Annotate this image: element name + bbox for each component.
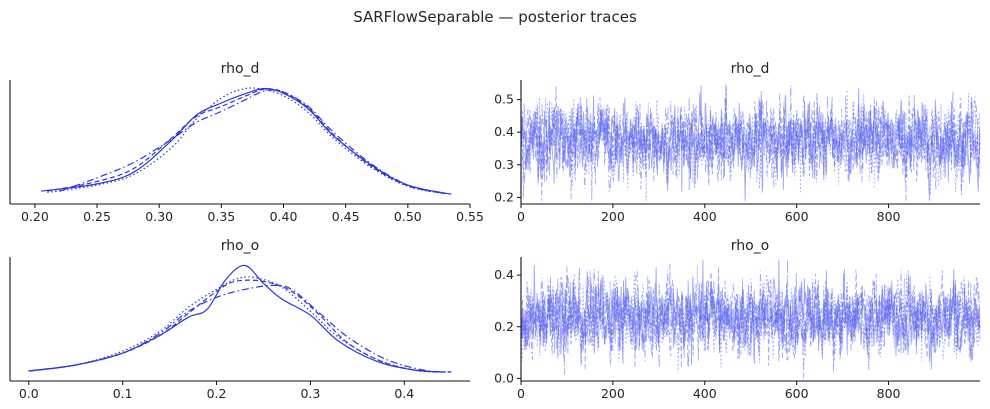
x-tick-label: 0	[517, 209, 525, 224]
panel-rho-d-density: rho_d 0.20 0.25 0.30 0.35 0.40 0.45 0.50 0.55	[9, 61, 484, 224]
density-line-chain-4	[47, 87, 446, 195]
x-tick-label: 0.2	[207, 386, 227, 401]
x-tick-label: 0.50	[394, 209, 422, 224]
x-tick-label: 0.25	[83, 209, 111, 224]
x-tick-label: 0.4	[394, 386, 414, 401]
x-tick-label: 0.45	[332, 209, 360, 224]
y-tick-label: 0.0	[494, 370, 514, 385]
x-tick-label: 0.3	[300, 386, 320, 401]
panel-title: rho_d	[731, 61, 770, 77]
panel-rho-o-density: rho_o 0.0 0.1 0.2 0.3 0.4	[9, 238, 470, 401]
y-tick-label: 0.4	[494, 124, 514, 139]
x-tick-label: 600	[785, 209, 809, 224]
x-tick-label: 200	[601, 386, 625, 401]
x-tick-label: 800	[877, 386, 901, 401]
panel-rho-d-trace: rho_d 0.2 0.3 0.4 0.5 0 200 400 600 800	[494, 61, 981, 224]
y-tick-label: 0.3	[494, 157, 514, 172]
x-tick-label: 0.0	[19, 386, 39, 401]
y-tick-label: 0.4	[494, 267, 514, 282]
density-line-chain-4	[28, 276, 442, 373]
density-line-chain-2	[47, 88, 446, 195]
figure-title: SARFlowSeparable — posterior traces	[353, 8, 637, 26]
x-tick-label: 800	[877, 209, 901, 224]
x-tick-label: 200	[601, 209, 625, 224]
x-tick-label: 400	[693, 386, 717, 401]
trace-line-chain-1	[520, 84, 981, 201]
y-tick-label: 0.5	[494, 92, 514, 107]
density-line-chain-1	[41, 87, 452, 195]
y-tick-label: 0.2	[494, 319, 514, 334]
y-tick-label: 0.2	[494, 189, 514, 204]
density-line-chain-2	[28, 279, 452, 373]
x-tick-label: 0.1	[113, 386, 133, 401]
x-tick-label: 0.35	[207, 209, 235, 224]
x-tick-label: 0.55	[456, 209, 484, 224]
panel-rho-o-trace: rho_o 0.0 0.2 0.4 0 200 400 600 800	[494, 238, 981, 401]
x-tick-label: 0	[517, 386, 525, 401]
x-tick-label: 0.40	[270, 209, 298, 224]
trace-line-chain-4	[520, 89, 981, 201]
trace-line-chain-3	[520, 259, 981, 379]
density-line-chain-3	[28, 284, 452, 373]
panel-title: rho_o	[221, 238, 260, 254]
panel-title: rho_o	[731, 238, 770, 254]
x-tick-label: 0.20	[21, 209, 49, 224]
x-tick-label: 400	[693, 209, 717, 224]
density-line-chain-3	[59, 89, 446, 195]
x-tick-label: 0.30	[145, 209, 173, 224]
x-tick-label: 600	[785, 386, 809, 401]
panel-title: rho_d	[221, 61, 260, 77]
trace-line-chain-4	[520, 265, 981, 371]
